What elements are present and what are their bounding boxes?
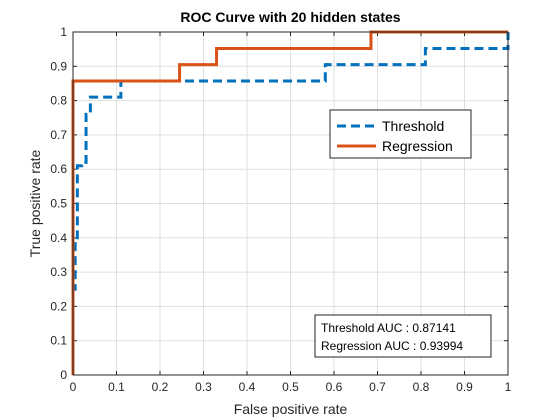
series-regression-line: [71, 30, 508, 375]
tick-labels: 0 0.1 0.2 0.3 0.4 0.5 0.6 0.7 0.8 0.9 1 0 0.1 0.2 0.3 0…: [50, 25, 511, 394]
x-tick-label-2: 0.2: [152, 380, 169, 394]
threshold-auc-text: Threshold AUC : 0.87141: [321, 321, 456, 335]
y-tick-label-6: 0.6: [50, 162, 67, 176]
regression-auc-text: Regression AUC : 0.93994: [321, 339, 463, 353]
x-tick-label-7: 0.7: [369, 380, 386, 394]
x-tick-label-8: 0.8: [413, 380, 430, 394]
x-axis-label: False positive rate: [234, 401, 348, 417]
legend-threshold-label: Threshold: [382, 118, 444, 134]
x-tick-label-9: 0.9: [456, 380, 473, 394]
y-tick-label-5: 0.5: [50, 197, 67, 211]
y-tick-label-4: 0.4: [50, 231, 67, 245]
y-axis-label: True positive rate: [27, 149, 43, 257]
x-tick-label-3: 0.3: [195, 380, 212, 394]
legend: Threshold Regression: [329, 109, 472, 159]
axes-box: [72, 31, 509, 376]
x-tick-label-0: 0: [70, 380, 77, 394]
y-tick-label-1: 0.1: [50, 334, 67, 348]
chart-title: ROC Curve with 20 hidden states: [180, 9, 400, 25]
x-tick-label-6: 0.6: [326, 380, 343, 394]
x-tick-label-4: 0.4: [239, 380, 256, 394]
series-layer: [71, 30, 510, 375]
x-tick-label-1: 0.1: [108, 380, 125, 394]
x-tick-label-5: 0.5: [282, 380, 299, 394]
y-tick-label-8: 0.8: [50, 94, 67, 108]
legend-box: [329, 109, 472, 159]
auc-box: [314, 314, 492, 358]
x-tick-label-10: 1: [505, 380, 512, 394]
y-tick-label-0: 0: [60, 368, 67, 382]
y-tick-label-2: 0.2: [50, 299, 67, 313]
legend-regression-label: Regression: [382, 138, 453, 154]
auc-annotation: Threshold AUC : 0.87141 Regression AUC :…: [314, 314, 492, 358]
series-threshold-line: [71, 32, 510, 375]
y-tick-label-3: 0.3: [50, 265, 67, 279]
y-tick-label-10: 1: [60, 25, 67, 39]
y-tick-label-7: 0.7: [50, 128, 67, 142]
y-tick-label-9: 0.9: [50, 59, 67, 73]
